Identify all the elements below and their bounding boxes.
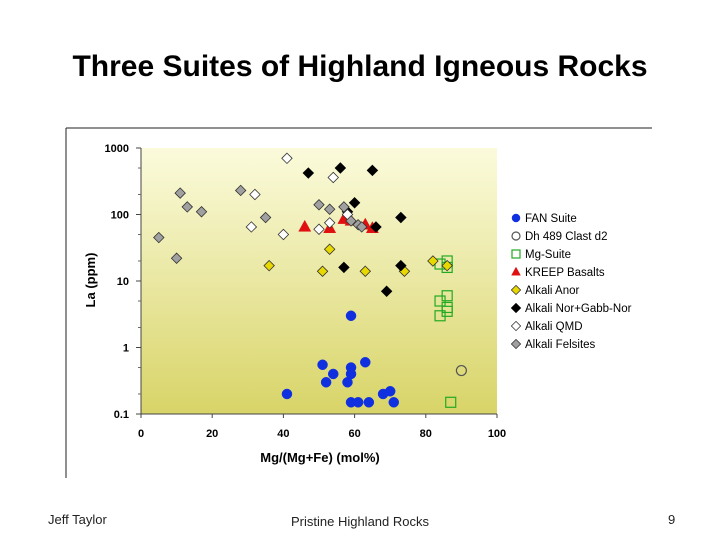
point-alkali-felsites: [338, 201, 350, 213]
point-alkali-felsites: [234, 184, 247, 197]
point-alkali-nor-gabb-nor: [348, 197, 361, 209]
point-alkali-qmd: [249, 188, 261, 201]
legend-label-alkali-felsites: Alkali Felsites: [525, 339, 596, 351]
point-alkali-felsites: [195, 206, 208, 218]
point-alkali-felsites: [345, 215, 357, 227]
legend-label-mg-suite: Mg-Suite: [525, 249, 571, 261]
y-tick-label: 0.1: [114, 409, 129, 421]
point-fan-suite: [345, 362, 357, 373]
x-tick-label: 20: [206, 428, 218, 440]
legend-marker-fan-suite: [511, 213, 521, 223]
legend-marker-mg-suite: [511, 249, 521, 259]
point-alkali-felsites: [259, 211, 272, 224]
legend: FAN Suite Dh 489 Clast d2 Mg-Suite KREEP Ba…: [510, 213, 632, 351]
point-alkali-anor: [323, 243, 336, 256]
y-tick-label: 10: [117, 276, 129, 288]
point-alkali-nor-gabb-nor: [395, 259, 407, 272]
y-tick-label: 100: [111, 210, 129, 222]
point-alkali-nor-gabb-nor: [338, 261, 350, 274]
legend-marker-alkali-anor: [510, 284, 522, 296]
x-tick-label: 80: [420, 428, 432, 440]
point-alkali-nor-gabb-nor: [366, 164, 379, 177]
legend-label-kreep-basalts: KREEP Basalts: [525, 267, 605, 279]
point-alkali-felsites: [323, 203, 336, 215]
legend-marker-kreep-basalts: [511, 266, 521, 276]
point-alkali-anor: [359, 265, 372, 278]
footer-center-text: Pristine Highland Rocks: [290, 514, 429, 529]
point-alkali-anor: [441, 259, 453, 272]
x-tick-label: 0: [138, 428, 144, 440]
legend-marker-alkali-felsites: [510, 338, 522, 350]
x-tick-label: 40: [277, 428, 289, 440]
legend-marker-alkali-qmd: [510, 320, 522, 332]
x-tick-label: 100: [488, 428, 506, 440]
point-fan-suite: [360, 357, 371, 368]
point-alkali-felsites: [170, 252, 183, 264]
point-alkali-felsites: [181, 201, 194, 213]
plot-area: [141, 148, 497, 414]
point-alkali-anor: [263, 259, 275, 272]
legend-label-alkali-qmd: Alkali QMD: [525, 321, 583, 333]
point-alkali-nor-gabb-nor: [302, 167, 315, 179]
x-tick-label: 60: [348, 428, 360, 440]
point-kreep-basalts: [298, 219, 312, 232]
y-tick-label: 1000: [105, 143, 129, 155]
point-alkali-felsites: [355, 221, 368, 233]
point-dh-489-clast-d2: [455, 364, 467, 377]
point-fan-suite: [388, 397, 400, 408]
point-fan-suite: [363, 397, 375, 408]
point-alkali-anor: [316, 265, 329, 278]
point-alkali-nor-gabb-nor: [370, 221, 382, 233]
legend-marker-dh-489-clast-d2: [511, 231, 521, 241]
point-fan-suite: [384, 385, 396, 397]
legend-label-dh-489-clast-d2: Dh 489 Clast d2: [525, 231, 607, 243]
legend-label-alkali-anor: Alkali Anor: [525, 285, 580, 297]
point-alkali-qmd: [245, 221, 258, 233]
point-alkali-anor: [427, 255, 439, 267]
point-fan-suite: [281, 388, 293, 400]
point-alkali-felsites: [153, 231, 165, 244]
point-alkali-felsites: [174, 187, 186, 199]
author-label: Jeff Taylor: [48, 512, 107, 527]
point-alkali-qmd: [313, 223, 325, 235]
point-alkali-felsites: [313, 199, 325, 211]
point-mg-suite: [445, 396, 457, 408]
point-alkali-qmd: [277, 228, 290, 241]
point-alkali-nor-gabb-nor: [380, 285, 393, 298]
point-mg-suite: [441, 290, 453, 302]
x-axis-label: Mg/(Mg+Fe) (mol%): [260, 450, 380, 465]
legend-label-fan-suite: FAN Suite: [525, 213, 577, 225]
point-alkali-nor-gabb-nor: [395, 211, 407, 224]
legend-marker-alkali-nor-gabb-nor: [510, 302, 522, 314]
point-fan-suite: [327, 368, 339, 380]
y-axis-label: La (ppm): [83, 253, 98, 308]
point-alkali-qmd: [323, 217, 336, 229]
legend-label-alkali-nor-gabb-nor: Alkali Nor+Gabb-Nor: [525, 303, 632, 315]
point-alkali-nor-gabb-nor: [334, 162, 347, 174]
point-fan-suite: [317, 359, 328, 371]
page-number: 9: [668, 512, 676, 527]
point-alkali-qmd: [281, 152, 293, 165]
point-fan-suite: [352, 397, 364, 408]
y-tick-label: 1: [123, 343, 129, 355]
point-mg-suite: [441, 305, 453, 317]
point-fan-suite: [320, 377, 332, 388]
point-fan-suite: [345, 310, 357, 322]
point-alkali-qmd: [327, 171, 339, 184]
slide-title: Three Suites of Highland Igneous Rocks: [72, 50, 648, 83]
